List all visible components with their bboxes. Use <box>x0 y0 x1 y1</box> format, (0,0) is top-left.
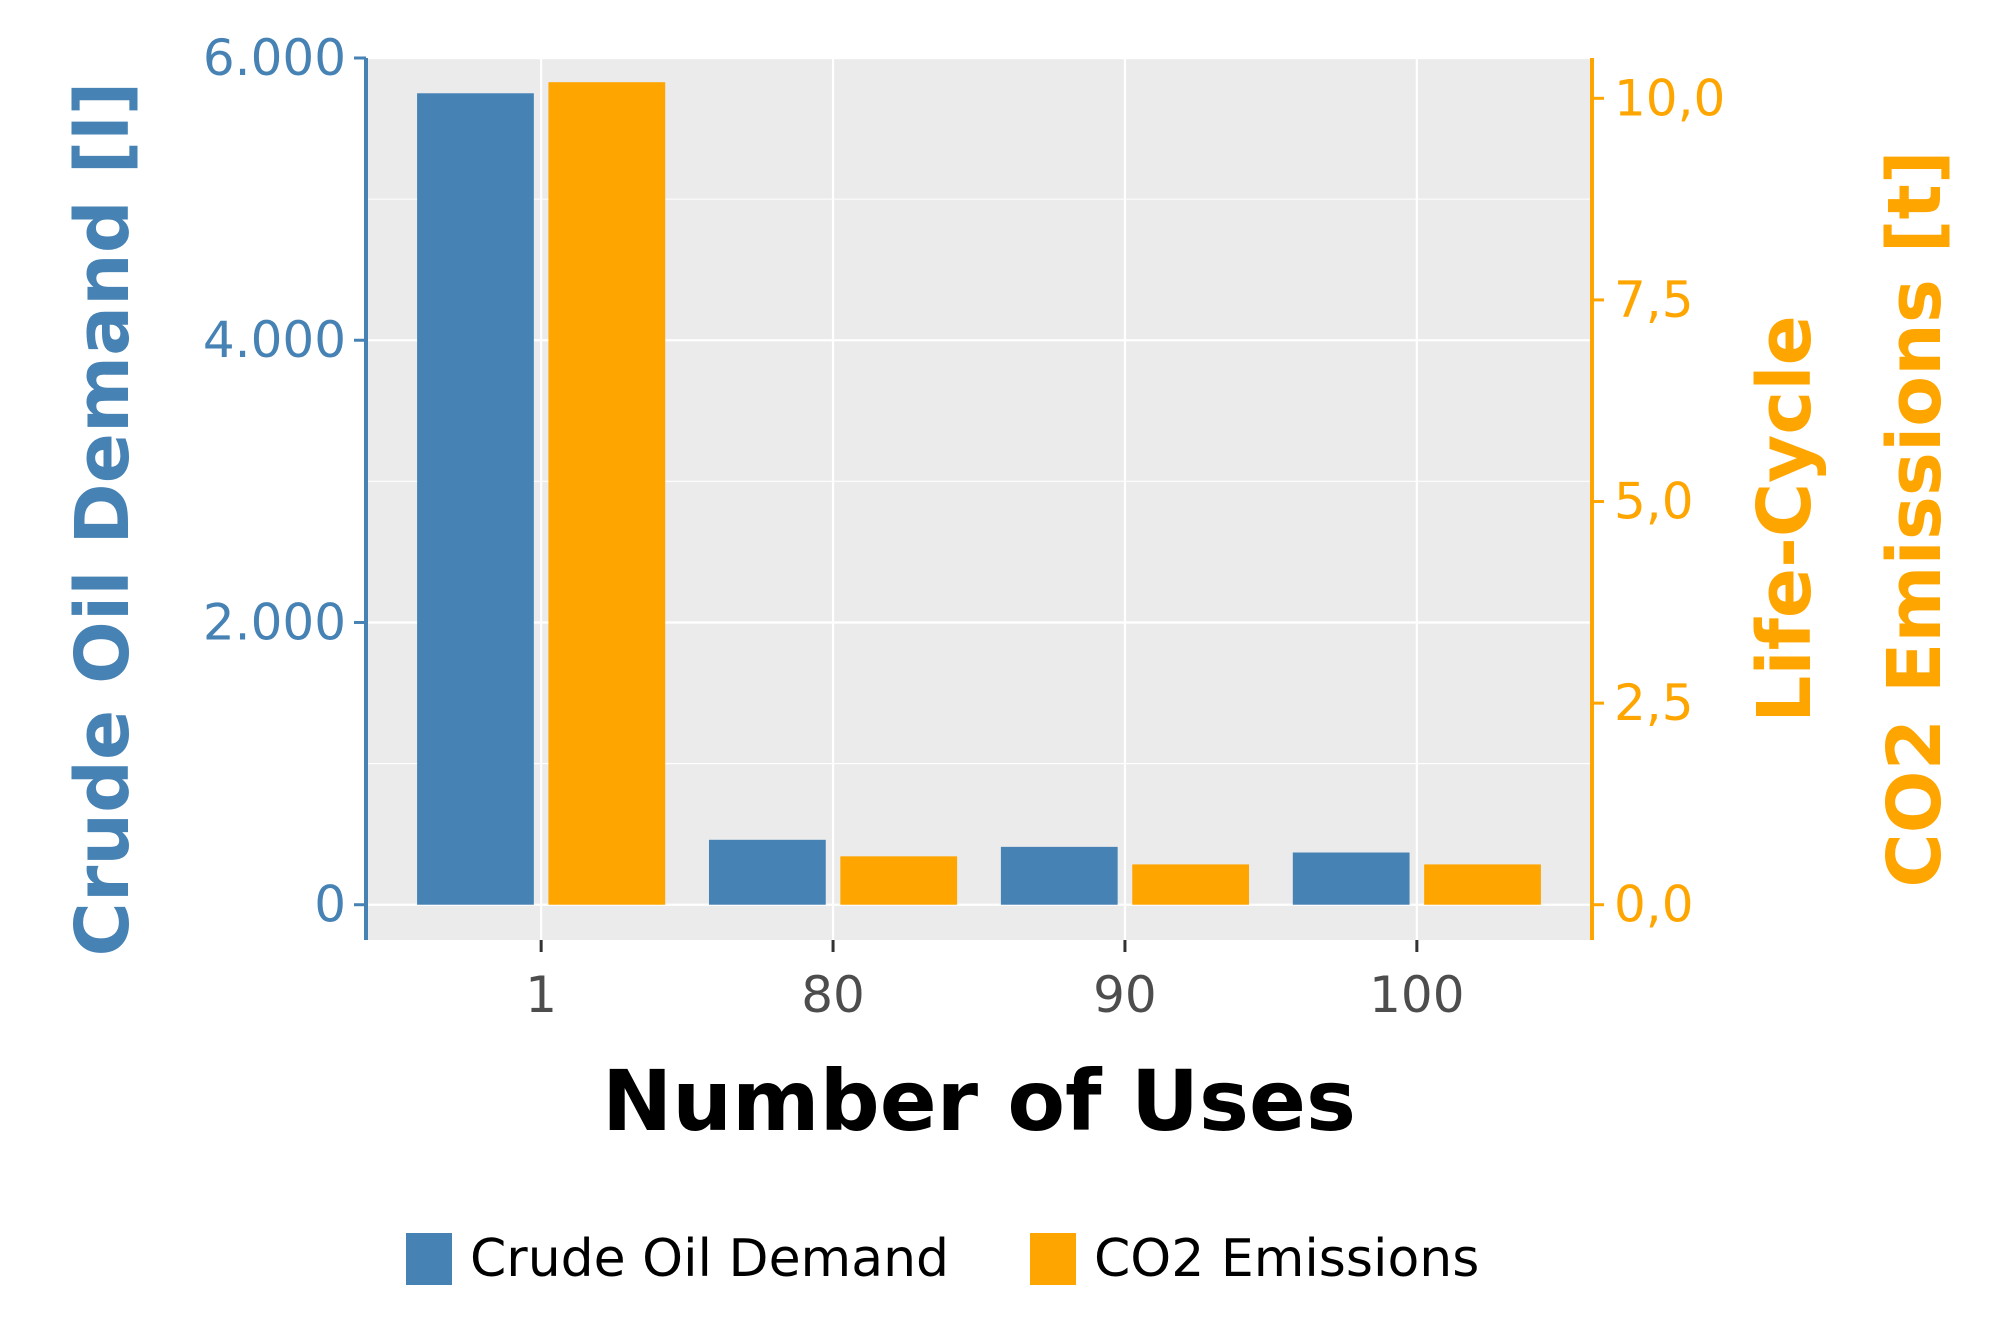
bar-crude-oil-demand-1 <box>417 93 534 905</box>
x-tick-label: 1 <box>525 966 557 1024</box>
bar-crude-oil-demand-90 <box>1000 846 1118 905</box>
y-right-tick-label: 0,0 <box>1614 876 1694 934</box>
y-axis-right-title-line-1: Life-Cycle <box>1742 315 1828 723</box>
axes: 0 2.000 4.000 6.000 0,0 2,5 5,0 7,5 10,0 1 80 90 100 <box>203 29 1725 1024</box>
bar-co2-emissions-80 <box>840 856 958 905</box>
y-left-tick-label: 0 <box>314 876 346 934</box>
x-tick-label: 80 <box>801 966 865 1024</box>
legend: Crude Oil Demand CO2 Emissions <box>406 1229 1479 1289</box>
axis-labels: Number of Uses Crude Oil Demand [l] Life-C… <box>60 82 1958 1150</box>
legend-key-co2-emissions <box>1030 1233 1076 1285</box>
bars <box>417 82 1541 905</box>
bar-co2-emissions-100 <box>1424 864 1541 905</box>
legend-label-co2-emissions: CO2 Emissions <box>1094 1229 1479 1289</box>
y-left-tick-label: 4.000 <box>203 311 346 369</box>
bar-co2-emissions-90 <box>1132 864 1250 905</box>
x-tick-label: 90 <box>1093 966 1157 1024</box>
y-right-tick-label: 5,0 <box>1614 473 1694 531</box>
legend-key-crude-oil-demand <box>406 1233 452 1285</box>
bar-crude-oil-demand-100 <box>1292 852 1410 905</box>
bar-crude-oil-demand-80 <box>708 839 826 905</box>
bar-co2-emissions-1 <box>548 82 666 905</box>
y-right-tick-label: 10,0 <box>1614 69 1725 127</box>
y-axis-right-title-line-2: CO2 Emissions [t] <box>1872 150 1958 887</box>
y-axis-left-title: Crude Oil Demand [l] <box>60 82 146 957</box>
legend-label-crude-oil-demand: Crude Oil Demand <box>470 1229 949 1289</box>
x-axis-title: Number of Uses <box>602 1052 1356 1150</box>
y-right-tick-label: 7,5 <box>1614 271 1694 329</box>
y-left-tick-label: 2.000 <box>203 593 346 651</box>
x-tick-label: 100 <box>1369 966 1464 1024</box>
y-right-tick-label: 2,5 <box>1614 674 1694 732</box>
y-left-tick-label: 6.000 <box>203 29 346 87</box>
